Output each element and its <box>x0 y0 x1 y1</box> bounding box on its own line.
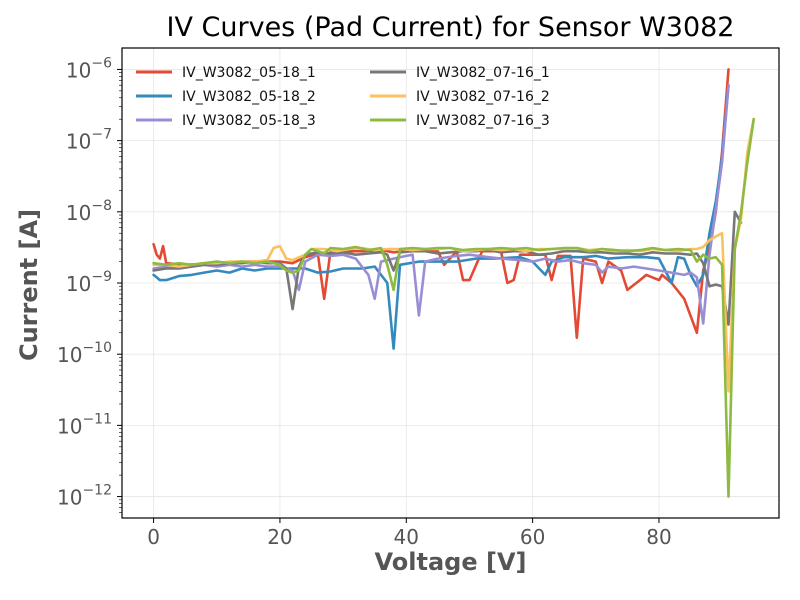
y-tick-label: 10−11 <box>57 411 112 438</box>
series-lines <box>152 68 756 498</box>
x-tick-label: 0 <box>147 525 160 549</box>
legend-label: IV_W3082_07-16_3 <box>416 113 550 129</box>
y-tick-label: 10−9 <box>66 269 112 296</box>
x-tick-label: 20 <box>267 525 292 549</box>
x-tick-label: 60 <box>520 525 545 549</box>
series-line-2 <box>152 83 730 350</box>
y-tick-label: 10−6 <box>66 55 112 82</box>
legend-label: IV_W3082_05-18_3 <box>182 113 316 129</box>
legend: IV_W3082_05-18_1 IV_W3082_05-18_2 IV_W3082… <box>136 65 550 129</box>
series-line-4 <box>152 210 743 326</box>
series-line-3 <box>152 83 730 325</box>
y-tick-label: 10−10 <box>57 340 112 367</box>
y-tick-label: 10−7 <box>66 127 112 154</box>
grid-lines <box>122 48 779 518</box>
legend-label: IV_W3082_05-18_2 <box>182 89 316 105</box>
legend-label: IV_W3082_07-16_1 <box>416 65 550 81</box>
y-tick-label: 10−12 <box>57 483 112 510</box>
x-axis-label: Voltage [V] <box>374 548 527 576</box>
series-line-6 <box>152 117 756 498</box>
legend-label: IV_W3082_05-18_1 <box>182 65 316 81</box>
legend-label: IV_W3082_07-16_2 <box>416 89 550 105</box>
chart-title: IV Curves (Pad Current) for Sensor W3082 <box>166 12 735 43</box>
x-tick-label: 40 <box>394 525 419 549</box>
y-tick-label: 10−8 <box>66 198 112 225</box>
x-tick-label: 80 <box>646 525 671 549</box>
series-line-1 <box>152 68 730 340</box>
axis-ticks: 0 20 40 60 80 10−12 10−11 10−10 10−9 10−8 10−7 10−6 <box>57 55 672 549</box>
